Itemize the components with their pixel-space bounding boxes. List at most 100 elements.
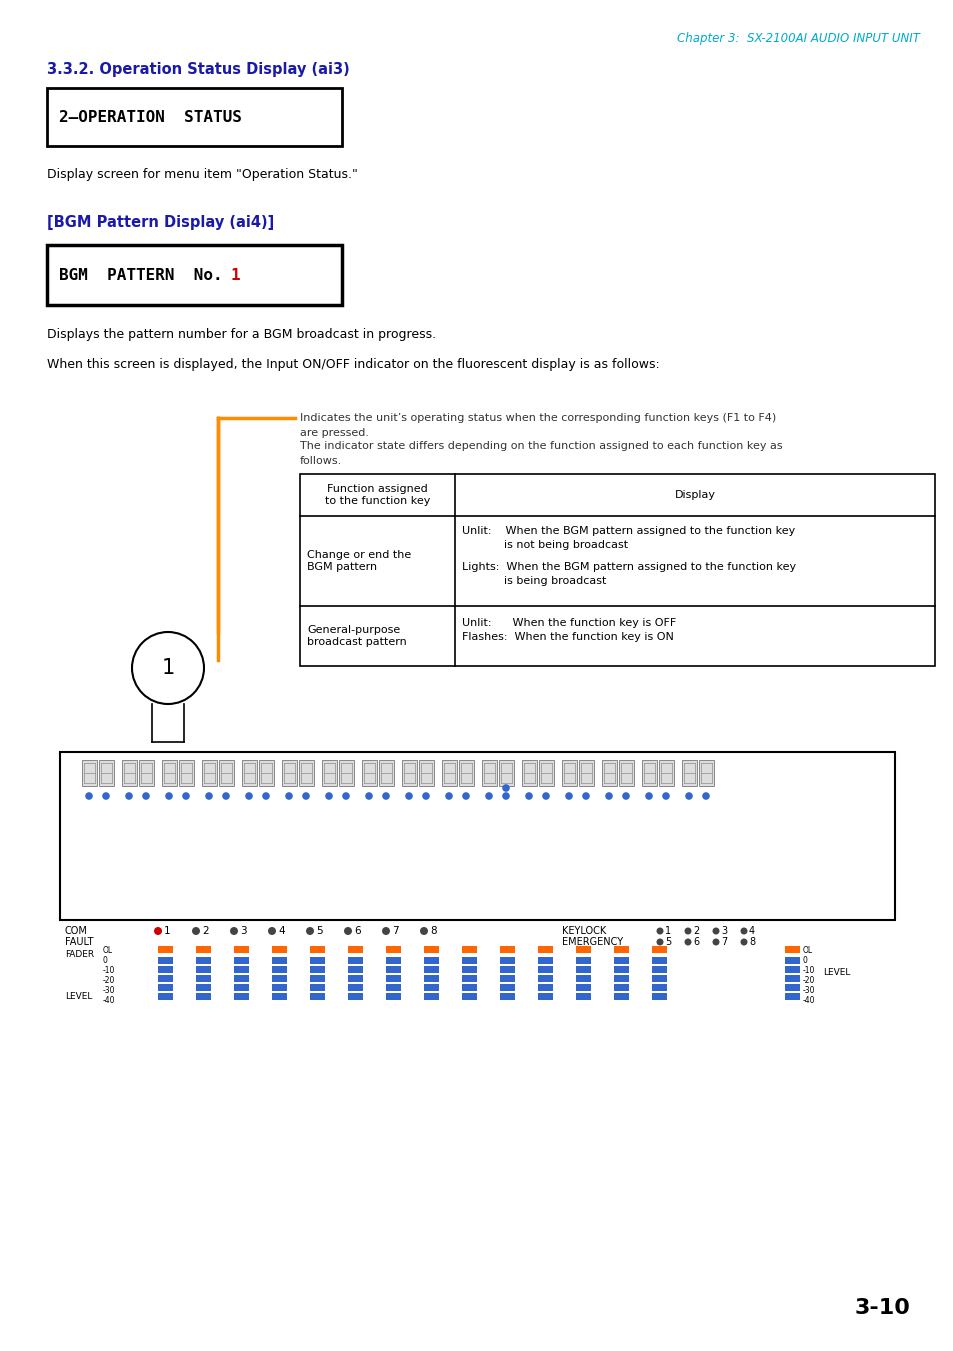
Bar	[499, 984, 515, 992]
Circle shape	[501, 792, 509, 800]
Bar	[784, 993, 800, 1000]
Bar	[195, 993, 211, 1000]
Bar	[614, 946, 628, 952]
Text: OL: OL	[103, 946, 113, 955]
Bar	[99, 761, 113, 786]
Text: EMERGENCY: EMERGENCY	[561, 938, 622, 947]
Bar	[47, 245, 341, 305]
Text: FAULT: FAULT	[65, 938, 93, 947]
Text: 8: 8	[748, 938, 755, 947]
Bar	[158, 966, 172, 973]
Circle shape	[740, 928, 747, 935]
Bar	[537, 993, 553, 1000]
Text: -10: -10	[103, 966, 115, 975]
Bar	[423, 957, 438, 965]
Circle shape	[132, 632, 204, 704]
Bar	[158, 975, 172, 982]
Text: Function assigned
to the function key: Function assigned to the function key	[324, 484, 430, 505]
Circle shape	[268, 927, 275, 935]
Text: When this screen is displayed, the Input ON/OFF indicator on the fluorescent dis: When this screen is displayed, the Input…	[47, 358, 659, 372]
Text: OL: OL	[802, 946, 812, 955]
Circle shape	[461, 792, 469, 800]
Text: 7: 7	[392, 925, 398, 936]
Text: Change or end the
BGM pattern: Change or end the BGM pattern	[307, 550, 411, 571]
Circle shape	[422, 792, 430, 800]
Text: General-purpose
broadcast pattern: General-purpose broadcast pattern	[307, 626, 406, 647]
Bar	[537, 966, 553, 973]
Bar	[158, 957, 172, 965]
Bar	[498, 761, 514, 786]
Circle shape	[564, 792, 572, 800]
Text: 1: 1	[161, 658, 174, 678]
Bar	[461, 975, 476, 982]
Text: Display: Display	[674, 490, 715, 500]
Bar	[418, 761, 434, 786]
Bar	[618, 761, 634, 786]
Bar	[441, 761, 456, 786]
Bar	[641, 761, 657, 786]
Bar	[82, 761, 97, 786]
Bar	[195, 966, 211, 973]
Circle shape	[325, 792, 333, 800]
Text: is not being broadcast: is not being broadcast	[461, 540, 627, 550]
Bar	[60, 753, 894, 920]
Text: COM: COM	[65, 925, 88, 936]
Circle shape	[205, 792, 213, 800]
Bar	[499, 993, 515, 1000]
Bar	[158, 984, 172, 992]
Bar	[282, 761, 296, 786]
Bar	[499, 975, 515, 982]
Circle shape	[644, 792, 652, 800]
Circle shape	[604, 792, 612, 800]
Bar	[47, 88, 341, 146]
Bar	[784, 975, 800, 982]
Circle shape	[445, 792, 453, 800]
Text: 2: 2	[692, 925, 699, 936]
Bar	[578, 761, 594, 786]
Text: 0: 0	[103, 957, 108, 965]
Bar	[162, 761, 177, 786]
Text: -40: -40	[802, 996, 815, 1005]
Bar	[122, 761, 137, 786]
Circle shape	[142, 792, 150, 800]
Circle shape	[661, 792, 669, 800]
Bar	[310, 993, 325, 1000]
Bar	[614, 957, 628, 965]
Bar	[461, 946, 476, 952]
Bar	[499, 966, 515, 973]
Bar	[614, 975, 628, 982]
Bar	[681, 761, 697, 786]
Bar	[348, 957, 363, 965]
Bar	[258, 761, 274, 786]
Bar	[499, 946, 515, 952]
Bar	[461, 966, 476, 973]
Circle shape	[382, 792, 390, 800]
Bar	[233, 966, 249, 973]
Bar	[348, 966, 363, 973]
Circle shape	[740, 939, 747, 946]
Bar	[272, 975, 287, 982]
Circle shape	[419, 927, 428, 935]
Bar	[659, 761, 673, 786]
Text: Displays the pattern number for a BGM broadcast in progress.: Displays the pattern number for a BGM br…	[47, 328, 436, 340]
Circle shape	[153, 927, 162, 935]
Bar	[348, 946, 363, 952]
Text: 1: 1	[231, 267, 240, 282]
Bar	[423, 946, 438, 952]
Bar	[614, 966, 628, 973]
Bar	[461, 993, 476, 1000]
Bar	[561, 761, 577, 786]
Circle shape	[381, 927, 390, 935]
Bar	[179, 761, 193, 786]
Text: 3.3.2. Operation Status Display (ai3): 3.3.2. Operation Status Display (ai3)	[47, 62, 350, 77]
Text: Display screen for menu item "Operation Status.": Display screen for menu item "Operation …	[47, 168, 357, 181]
Bar	[361, 761, 376, 786]
Text: LEVEL: LEVEL	[65, 992, 92, 1001]
Bar	[699, 761, 713, 786]
Text: follows.: follows.	[299, 457, 342, 466]
Bar	[386, 984, 400, 992]
Text: 6: 6	[354, 925, 360, 936]
Circle shape	[342, 792, 350, 800]
Text: [BGM Pattern Display (ai4)]: [BGM Pattern Display (ai4)]	[47, 215, 274, 230]
Circle shape	[302, 792, 310, 800]
